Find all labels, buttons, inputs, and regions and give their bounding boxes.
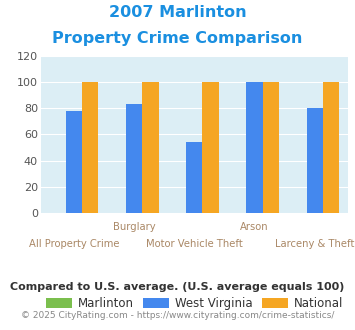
Text: Property Crime Comparison: Property Crime Comparison [52, 31, 303, 46]
Bar [126, 104, 142, 213]
Bar [186, 142, 202, 213]
Bar [263, 82, 279, 213]
Text: © 2025 CityRating.com - https://www.cityrating.com/crime-statistics/: © 2025 CityRating.com - https://www.city… [21, 311, 334, 320]
Bar [142, 82, 159, 213]
Bar [246, 82, 263, 213]
Text: Larceny & Theft: Larceny & Theft [275, 239, 355, 249]
Bar [202, 82, 219, 213]
Text: Compared to U.S. average. (U.S. average equals 100): Compared to U.S. average. (U.S. average … [10, 282, 345, 292]
Text: All Property Crime: All Property Crime [29, 239, 119, 249]
Bar [66, 111, 82, 213]
Text: Burglary: Burglary [113, 222, 155, 232]
Bar [323, 82, 339, 213]
Bar [307, 108, 323, 213]
Bar [82, 82, 98, 213]
Text: Arson: Arson [240, 222, 269, 232]
Text: Motor Vehicle Theft: Motor Vehicle Theft [146, 239, 243, 249]
Text: 2007 Marlinton: 2007 Marlinton [109, 5, 246, 20]
Legend: Marlinton, West Virginia, National: Marlinton, West Virginia, National [41, 292, 348, 315]
